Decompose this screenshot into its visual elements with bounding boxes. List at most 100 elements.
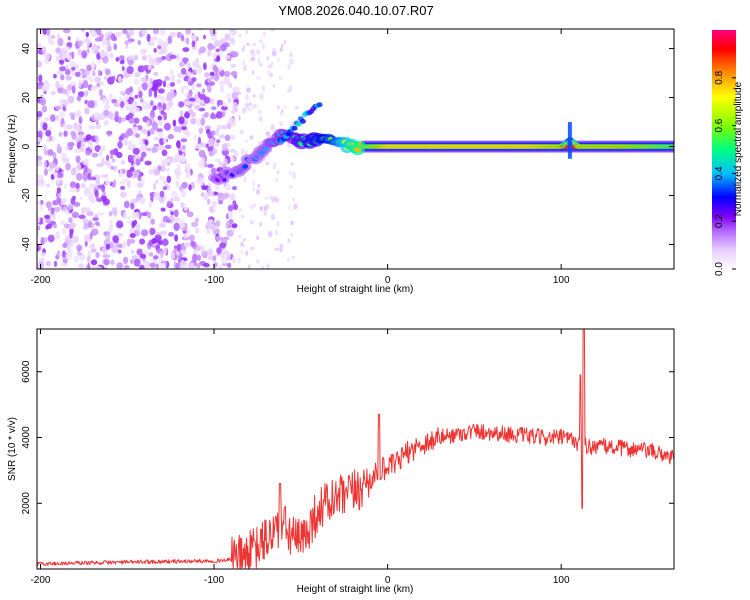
- noise-speckle: [129, 239, 136, 244]
- noise-speckle: [54, 165, 60, 171]
- noise-speckle: [208, 219, 214, 223]
- noise-speckle: [156, 94, 163, 100]
- noise-speckle: [138, 90, 143, 99]
- noise-speckle: [140, 49, 146, 56]
- noise-speckle: [276, 220, 280, 227]
- noise-speckle: [163, 180, 167, 185]
- snr-plot-area: [37, 329, 674, 569]
- noise-speckle: [209, 71, 215, 77]
- noise-speckle: [53, 73, 57, 79]
- noise-speckle: [51, 207, 55, 215]
- noise-speckle: [181, 126, 187, 131]
- noise-speckle: [175, 54, 181, 61]
- noise-speckle: [184, 232, 188, 240]
- noise-speckle: [175, 262, 181, 269]
- noise-speckle: [158, 49, 164, 55]
- colorbar-label: Normalized spectral amplitude: [733, 81, 744, 216]
- noise-speckle: [74, 71, 81, 78]
- noise-speckle: [202, 192, 208, 197]
- noise-speckle: [169, 31, 176, 38]
- noise-speckle: [37, 215, 41, 224]
- noise-speckle: [187, 62, 191, 69]
- noise-speckle: [105, 179, 111, 186]
- noise-speckle: [55, 231, 60, 240]
- noise-speckle: [191, 221, 199, 228]
- noise-speckle: [168, 101, 174, 108]
- noise-speckle: [187, 77, 193, 82]
- snr-y-tick-label: 6000: [21, 360, 32, 383]
- noise-speckle: [98, 88, 103, 97]
- noise-speckle: [99, 50, 106, 58]
- noise-speckle: [106, 45, 112, 52]
- noise-speckle: [140, 77, 148, 83]
- noise-speckle: [69, 112, 75, 117]
- noise-speckle: [244, 102, 250, 108]
- noise-speckle: [210, 224, 217, 232]
- noise-speckle: [111, 183, 115, 188]
- noise-speckle: [133, 258, 141, 267]
- noise-speckle: [81, 50, 88, 59]
- noise-speckle: [146, 33, 151, 43]
- signal-blob-core: [263, 146, 269, 152]
- noise-speckle: [157, 45, 162, 50]
- noise-speckle: [50, 34, 56, 39]
- noise-speckle: [252, 186, 255, 193]
- noise-speckle: [111, 98, 118, 104]
- noise-speckle: [110, 165, 115, 170]
- noise-speckle: [193, 93, 198, 100]
- noise-speckle: [245, 139, 249, 143]
- noise-speckle: [122, 256, 129, 264]
- noise-speckle: [131, 126, 139, 132]
- noise-speckle: [274, 177, 279, 182]
- noise-speckle: [155, 57, 163, 64]
- noise-speckle: [289, 85, 292, 91]
- noise-speckle: [193, 133, 197, 141]
- noise-speckle: [178, 101, 185, 108]
- signal-spike: [567, 122, 572, 159]
- noise-speckle: [291, 256, 295, 259]
- noise-speckle: [173, 209, 179, 218]
- noise-speckle: [143, 105, 147, 110]
- noise-speckle: [71, 85, 76, 94]
- noise-speckle: [84, 90, 89, 95]
- noise-speckle: [128, 98, 133, 104]
- noise-speckle: [87, 211, 94, 216]
- noise-speckle: [168, 232, 175, 237]
- noise-speckle: [90, 248, 97, 253]
- noise-speckle: [109, 219, 113, 225]
- noise-speckle: [240, 148, 245, 155]
- noise-speckle: [108, 93, 113, 100]
- noise-speckle: [200, 250, 208, 256]
- noise-speckle: [125, 44, 129, 50]
- noise-speckle: [238, 208, 243, 212]
- noise-speckle: [129, 233, 136, 239]
- noise-speckle: [211, 200, 218, 207]
- noise-speckle: [147, 64, 152, 71]
- noise-speckle: [230, 70, 238, 77]
- noise-speckle: [76, 110, 82, 118]
- noise-speckle: [63, 183, 67, 189]
- noise-speckle: [252, 179, 255, 186]
- noise-speckle: [252, 42, 256, 47]
- noise-speckle: [53, 223, 57, 229]
- noise-speckle: [52, 152, 57, 160]
- noise-speckle: [42, 82, 51, 91]
- noise-speckle: [79, 196, 84, 201]
- noise-speckle: [203, 195, 208, 201]
- noise-speckle: [88, 183, 96, 189]
- noise-speckle: [103, 109, 110, 116]
- noise-speckle: [55, 80, 60, 89]
- snr-series-line: [37, 329, 674, 569]
- noise-speckle: [66, 42, 73, 48]
- noise-speckle: [232, 51, 239, 58]
- noise-speckle: [56, 143, 61, 152]
- noise-speckle: [137, 174, 142, 182]
- noise-speckle: [189, 97, 196, 102]
- noise-speckle: [139, 156, 144, 162]
- noise-speckle: [288, 204, 291, 210]
- noise-speckle: [240, 249, 244, 254]
- noise-speckle: [228, 82, 233, 89]
- noise-speckle: [190, 111, 197, 118]
- noise-speckle: [111, 245, 119, 254]
- noise-speckle: [116, 151, 123, 159]
